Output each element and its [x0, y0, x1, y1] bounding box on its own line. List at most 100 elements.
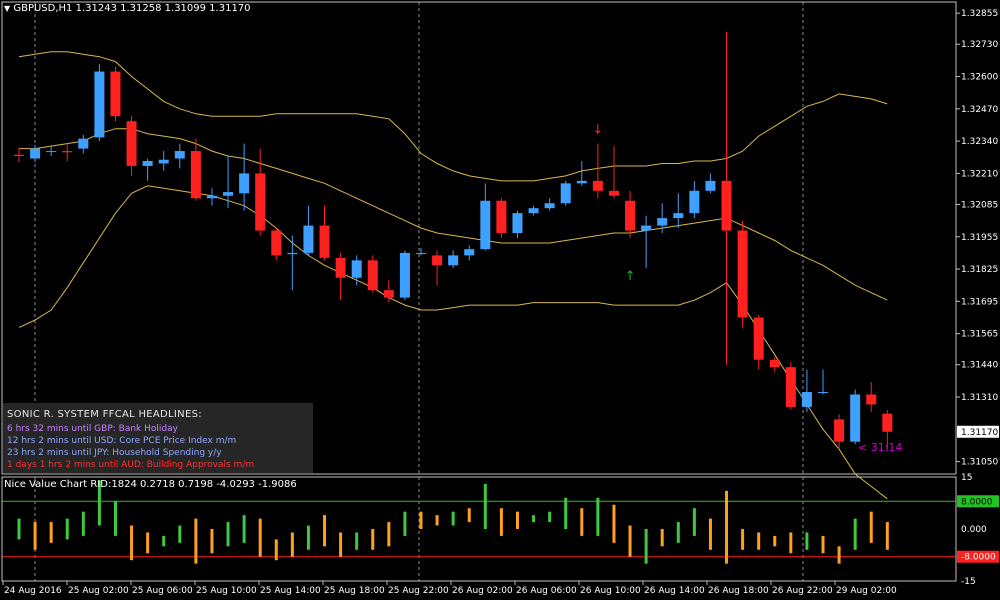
indicator-bar — [323, 515, 327, 547]
candle-body — [303, 225, 314, 253]
price-tick-label: 1.32600 — [961, 73, 998, 83]
candle-body — [271, 230, 282, 256]
candle-body — [416, 252, 426, 254]
candle-body — [94, 71, 105, 138]
indicator-bar — [210, 529, 214, 554]
candle-body — [528, 208, 539, 214]
candle-body — [142, 160, 153, 166]
indicator-bar — [596, 497, 600, 536]
candle-body — [608, 190, 619, 196]
indicator-bar — [548, 511, 552, 523]
band-mid-line — [19, 128, 888, 301]
chart-frames — [1, 1, 957, 582]
price-tick-label: 1.32470 — [961, 105, 998, 115]
indicator-tick-label: -8.0000 — [961, 553, 996, 563]
indicator-series — [2, 480, 956, 564]
candle-body — [641, 225, 652, 231]
indicator-bar — [355, 532, 359, 550]
candle-body — [383, 290, 394, 298]
candle-body — [721, 180, 732, 231]
indicator-bar — [708, 518, 712, 550]
headline-item: 12 hrs 2 mins until USD: Core PCE Price … — [7, 436, 237, 446]
headlines-title: SONIC R. SYSTEM FFCAL HEADLINES: — [7, 409, 202, 420]
candle-body — [223, 192, 234, 196]
indicator-axis: 15 8.0000 0.000 -8.0000 -15 — [957, 473, 999, 587]
time-tick-label: 24 Aug 2016 — [4, 586, 62, 596]
indicator-bar — [306, 525, 310, 550]
candle-countdown: < 31:14 — [858, 441, 903, 454]
symbol-info: GBPUSD,H1 1.31243 1.31258 1.31099 1.3117… — [13, 3, 251, 14]
price-tick-label: 1.31565 — [961, 330, 998, 340]
indicator-bar — [644, 529, 648, 564]
indicator-bar — [146, 532, 150, 554]
time-tick-label: 25 Aug 06:00 — [132, 586, 193, 596]
dropdown-triangle-icon[interactable]: ▼ — [4, 4, 11, 13]
candle-body — [882, 413, 893, 432]
sell-arrow-icon: ↓ — [592, 123, 603, 138]
candle-body — [399, 252, 410, 298]
candle-body — [126, 121, 137, 166]
current-price-label: 1.31170 — [961, 428, 998, 438]
indicator-bar — [467, 508, 471, 523]
time-tick-label: 26 Aug 14:00 — [644, 586, 705, 596]
current-price-badge — [957, 425, 999, 438]
buy-arrow-icon: ↑ — [625, 269, 636, 284]
indicator-bar — [274, 539, 278, 561]
indicator-bar — [113, 501, 117, 536]
indicator-panel-frame — [1, 476, 957, 582]
candle-body — [737, 230, 748, 318]
candle-body — [625, 200, 636, 231]
candle-body — [190, 151, 201, 199]
price-tick-label: 1.31050 — [961, 458, 998, 468]
band-upper-line — [18, 51, 888, 182]
candles-series — [14, 31, 893, 450]
candle-body — [689, 190, 700, 214]
time-tick-label: 25 Aug 02:00 — [68, 586, 129, 596]
candle-body — [46, 151, 57, 153]
price-tick-label: 1.32210 — [961, 169, 998, 179]
candle-body — [769, 359, 780, 368]
price-tick-label: 1.32340 — [961, 137, 998, 147]
indicator-bar — [725, 490, 729, 564]
indicator-bar — [532, 515, 536, 523]
indicator-bar — [499, 508, 503, 536]
candle-body — [158, 159, 169, 164]
symbol-header[interactable]: ▼ GBPUSD,H1 1.31243 1.31258 1.31099 1.31… — [4, 3, 251, 14]
indicator-bar — [821, 535, 825, 554]
indicator-tick-label: -15 — [961, 577, 976, 587]
time-tick-label: 25 Aug 18:00 — [324, 586, 385, 596]
candle-body — [78, 138, 89, 149]
signal-arrows: ↓↑ — [592, 123, 635, 285]
time-tick-label: 26 Aug 06:00 — [516, 586, 577, 596]
indicator-bar — [130, 525, 134, 561]
indicator-bar — [97, 480, 101, 526]
candle-body — [592, 180, 603, 191]
indicator-bar — [371, 529, 375, 550]
time-tick-label: 25 Aug 10:00 — [196, 586, 257, 596]
candle-body — [544, 203, 555, 209]
indicator-bar — [612, 504, 616, 543]
candle-body — [62, 151, 73, 153]
indicator-bar — [290, 532, 294, 557]
candle-body — [239, 173, 250, 194]
candle-body — [560, 183, 571, 204]
indicator-bar — [162, 535, 166, 547]
candle-body — [850, 394, 861, 442]
candle-body — [801, 392, 812, 407]
indicator-bar — [483, 483, 487, 529]
time-tick-label: 29 Aug 02:00 — [836, 586, 897, 596]
indicator-bar — [676, 522, 680, 543]
indicator-bar — [692, 508, 696, 536]
indicator-bar — [451, 511, 455, 526]
indicator-bar — [805, 532, 809, 550]
indicator-bar — [789, 532, 793, 554]
time-tick-label: 25 Aug 22:00 — [388, 586, 449, 596]
time-tick-label: 26 Aug 22:00 — [772, 586, 833, 596]
candle-body — [657, 218, 668, 226]
price-tick-label: 1.32730 — [961, 40, 998, 50]
headline-item: 6 hrs 32 mins until GBP: Bank Holiday — [7, 424, 178, 434]
candle-body — [753, 317, 764, 360]
indicator-bar — [403, 511, 407, 536]
candle-body — [448, 255, 459, 266]
